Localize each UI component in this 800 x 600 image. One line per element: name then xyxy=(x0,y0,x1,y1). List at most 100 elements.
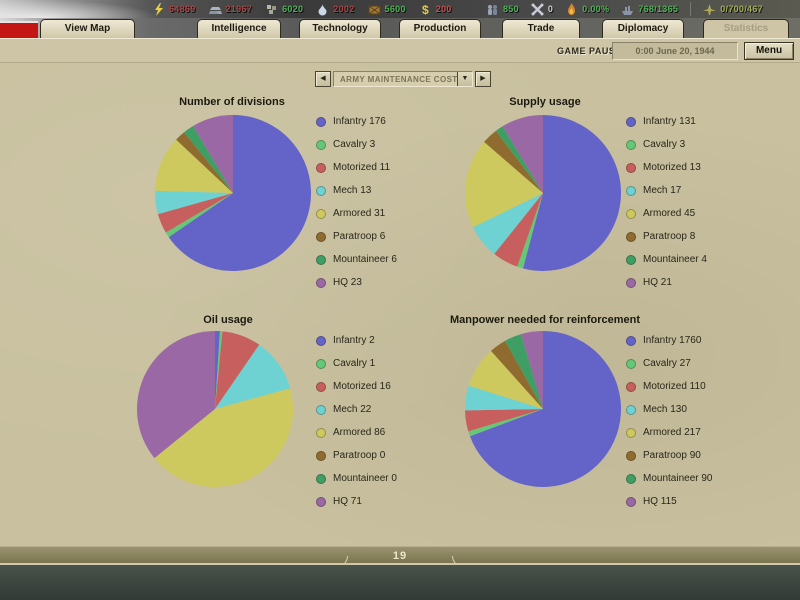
legend-swatch xyxy=(316,335,326,346)
resource-value: 0.00% xyxy=(582,4,610,14)
legend-swatch xyxy=(316,139,326,150)
legend-item-mountaineer: Mountaineer 0 xyxy=(316,467,397,490)
resource-value: 850 xyxy=(503,4,519,14)
legend-item-motorized: Motorized 110 xyxy=(626,375,713,398)
pie-slice-mech xyxy=(472,193,543,254)
tab-trade[interactable]: Trade xyxy=(502,19,580,38)
legend-label: Motorized 11 xyxy=(333,162,391,173)
legend-divisions: Infantry 176 Cavalry 3 Motorized 11 Mech 13… xyxy=(316,110,397,294)
resource-value: 21967 xyxy=(225,4,253,14)
tab-diplomacy[interactable]: Diplomacy xyxy=(602,19,684,38)
legend-swatch xyxy=(316,208,326,219)
pie-slice-hq xyxy=(137,331,215,459)
resource-value: 768/1365 xyxy=(638,4,679,14)
revolt-risk-icon xyxy=(565,2,578,16)
legend-label: HQ 21 xyxy=(643,277,672,288)
resource-value: 0 xyxy=(547,4,554,14)
legend-label: HQ 115 xyxy=(643,496,677,507)
pie-slice-motorized xyxy=(215,331,260,409)
legend-swatch xyxy=(626,381,636,392)
pie-slice-mountaineer xyxy=(505,334,543,409)
pie-slice-motorized xyxy=(157,193,233,233)
pie-slice-infantry xyxy=(168,115,311,271)
tab-intelligence[interactable]: Intelligence xyxy=(197,19,281,38)
resource-separator xyxy=(690,2,692,16)
legend-item-mech: Mech 130 xyxy=(626,398,713,421)
legend-label: Mech 130 xyxy=(643,404,687,415)
resource-value: 0/700/467 xyxy=(720,4,763,14)
legend-label: Infantry 2 xyxy=(333,335,375,346)
legend-supply: Infantry 131 Cavalry 3 Motorized 13 Mech 17… xyxy=(626,110,707,294)
legend-label: Armored 31 xyxy=(333,208,386,219)
metal-icon xyxy=(208,3,222,16)
manpower-icon xyxy=(486,3,499,16)
chevron-down-icon: ▼ xyxy=(461,75,469,82)
tab-statistics[interactable]: Statistics xyxy=(703,19,789,38)
resource-oil: 2002 xyxy=(316,3,354,16)
pie-slice-cavalry xyxy=(517,193,543,269)
legend-item-paratroop: Paratroop 6 xyxy=(316,225,397,248)
legend-swatch xyxy=(626,277,636,288)
legend-item-hq: HQ 23 xyxy=(316,271,397,294)
tab-technology[interactable]: Technology xyxy=(299,19,381,38)
legend-label: Cavalry 3 xyxy=(643,139,686,150)
legend-swatch xyxy=(626,358,636,369)
next-page-button[interactable]: ▶ xyxy=(475,71,491,87)
legend-oil: Infantry 2 Cavalry 1 Motorized 16 Mech 22 Ar… xyxy=(316,329,397,513)
legend-label: Paratroop 0 xyxy=(333,450,386,461)
legend-swatch xyxy=(316,381,326,392)
resource-money: $200 xyxy=(419,3,452,17)
tab-view-map[interactable]: View Map xyxy=(40,19,135,38)
resource-value: 2002 xyxy=(333,4,355,14)
panel-bottom-frame xyxy=(0,563,800,565)
svg-text:$: $ xyxy=(422,3,429,16)
legend-label: Armored 86 xyxy=(333,427,386,438)
legend-item-armored: Armored 45 xyxy=(626,202,707,225)
pie-slice-paratroop xyxy=(484,130,543,193)
convoys-icon xyxy=(621,3,634,16)
legend-label: Motorized 110 xyxy=(643,381,706,392)
legend-item-mech: Mech 13 xyxy=(316,179,397,202)
legend-swatch xyxy=(316,450,326,461)
legend-item-infantry: Infantry 176 xyxy=(316,110,397,133)
pie-slice-mountaineer xyxy=(184,125,233,193)
legend-item-hq: HQ 71 xyxy=(316,490,397,513)
legend-item-mountaineer: Mountaineer 90 xyxy=(626,467,713,490)
game-paused-label: GAME PAUSED xyxy=(557,46,629,56)
legend-label: HQ 71 xyxy=(333,496,362,507)
legend-swatch xyxy=(316,404,326,415)
pie-slice-infantry xyxy=(215,331,220,409)
supplies-icon xyxy=(368,3,381,16)
menu-button[interactable]: Menu xyxy=(744,42,794,60)
legend-swatch xyxy=(316,162,326,173)
map-strip xyxy=(0,565,800,600)
legend-swatch xyxy=(626,139,636,150)
legend-label: Cavalry 1 xyxy=(333,358,376,369)
pie-slice-motorized xyxy=(465,409,543,432)
air-transport-icon xyxy=(703,3,717,16)
resource-air-transport: 0/700/467 xyxy=(703,3,763,16)
legend-item-motorized: Motorized 11 xyxy=(316,156,397,179)
legend-item-cavalry: Cavalry 3 xyxy=(316,133,397,156)
pie-slice-mech xyxy=(154,190,233,215)
legend-swatch xyxy=(316,358,326,369)
pie-slice-infantry xyxy=(469,331,622,487)
legend-label: Cavalry 3 xyxy=(333,139,376,150)
pie-slice-infantry xyxy=(522,115,621,271)
legend-label: Mountaineer 90 xyxy=(643,473,713,484)
legend-swatch xyxy=(316,473,326,484)
dropdown-button[interactable]: ▼ xyxy=(457,72,472,86)
legend-label: Motorized 16 xyxy=(333,381,391,392)
legend-label: Mountaineer 6 xyxy=(333,254,397,265)
legend-label: Motorized 13 xyxy=(643,162,701,173)
legend-item-armored: Armored 217 xyxy=(626,421,713,444)
pie-slice-cavalry xyxy=(165,193,233,238)
legend-swatch xyxy=(626,208,636,219)
tab-production[interactable]: Production xyxy=(399,19,481,38)
stats-page-dropdown[interactable]: ARMY MAINTENANCE COSTS ▼ xyxy=(333,71,473,87)
legend-item-mech: Mech 17 xyxy=(626,179,707,202)
legend-label: Paratroop 8 xyxy=(643,231,696,242)
prev-page-button[interactable]: ◀ xyxy=(315,71,331,87)
pie-slice-paratroop xyxy=(176,132,233,193)
